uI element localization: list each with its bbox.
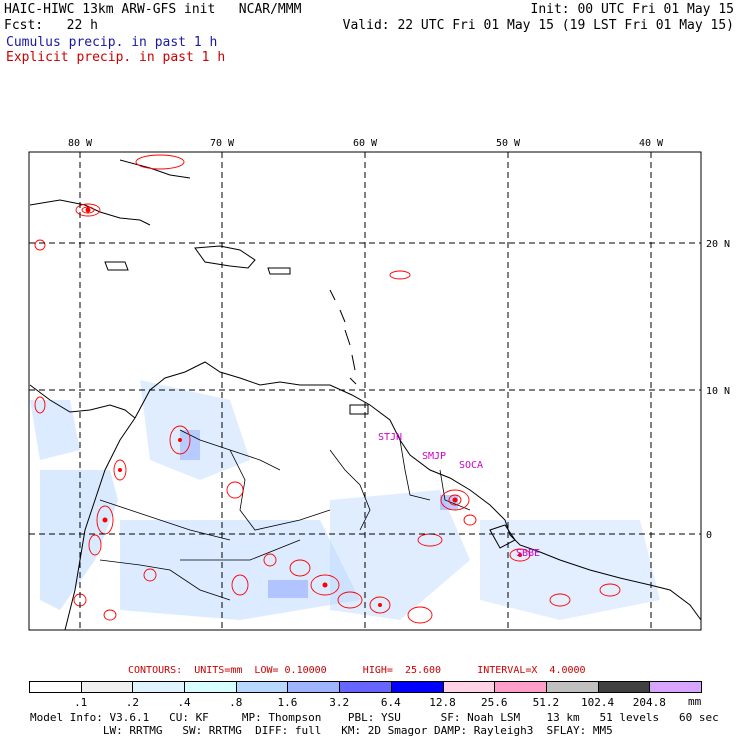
colorbar-cell <box>287 681 341 693</box>
colorbar-label: 6.4 <box>380 696 401 709</box>
colorbar-cell <box>132 681 186 693</box>
colorbar-cell <box>390 681 444 693</box>
borders <box>99 429 471 601</box>
colorbar-cell <box>597 681 651 693</box>
station-label-smjp: SMJP <box>422 451 446 462</box>
colorbar-unit: mm <box>688 695 702 708</box>
station-label-soca: SOCA <box>459 460 483 471</box>
colorbar-cell <box>235 681 289 693</box>
station-label-sbbe: SBBE <box>516 548 540 559</box>
colorbar-cell <box>545 681 599 693</box>
colorbar-cell <box>29 681 82 693</box>
model-title: HAIC-HIWC 13km ARW-GFS init NCAR/MMM <box>4 2 302 17</box>
contours-info: CONTOURS: UNITS=mm LOW= 0.10000 HIGH= 25… <box>128 665 586 676</box>
colorbar-cell <box>442 681 496 693</box>
colorbar-label: 25.6 <box>480 696 508 709</box>
forecast-hour: Fcst: 22 h <box>4 18 98 33</box>
colorbar-label: .2 <box>125 696 139 709</box>
model-info-line1: Model Info: V3.6.1 CU: KF MP: Thompson P… <box>30 711 719 724</box>
colorbar-label: 204.8 <box>632 696 666 709</box>
colorbar-label: 102.4 <box>581 696 615 709</box>
explicit-precip-contours <box>34 154 621 624</box>
lon-label-50w: 50 W <box>496 138 521 149</box>
lon-label-60w: 60 W <box>353 138 378 149</box>
colorbar-cell <box>80 681 134 693</box>
colorbar-label: .4 <box>177 696 191 709</box>
coastlines <box>29 159 702 631</box>
lon-label-80w: 80 W <box>68 138 93 149</box>
lat-label-10n: 10 N <box>706 386 730 397</box>
model-info-line2: LW: RRTMG SW: RRTMG DIFF: full KM: 2D Sm… <box>30 724 613 737</box>
lat-label-20n: 20 N <box>706 239 730 250</box>
lon-label-40w: 40 W <box>639 138 664 149</box>
valid-time: Valid: 22 UTC Fri 01 May 15 (19 LST Fri … <box>342 18 734 33</box>
colorbar-cell <box>494 681 547 693</box>
colorbar-label: 51.2 <box>532 696 560 709</box>
colorbar-cell <box>649 681 702 693</box>
colorbar-label: 1.6 <box>277 696 298 709</box>
colorbar-label: 3.2 <box>329 696 350 709</box>
legend-cumulus: Cumulus precip. in past 1 h <box>6 35 218 50</box>
init-time: Init: 00 UTC Fri 01 May 15 <box>530 2 735 17</box>
station-label-stjn: STJN <box>378 432 402 443</box>
colorbar-label: .8 <box>229 696 243 709</box>
colorbar-label: .1 <box>74 696 88 709</box>
legend-explicit: Explicit precip. in past 1 h <box>6 50 226 65</box>
explicit-precip-cores <box>85 207 522 607</box>
colorbar-cell <box>184 681 237 693</box>
colorbar-cell <box>339 681 392 693</box>
lon-label-70w: 70 W <box>210 138 235 149</box>
colorbar-label: 12.8 <box>429 696 456 709</box>
lat-label-0: 0 <box>706 530 712 541</box>
lat-lon-grid <box>29 152 701 630</box>
